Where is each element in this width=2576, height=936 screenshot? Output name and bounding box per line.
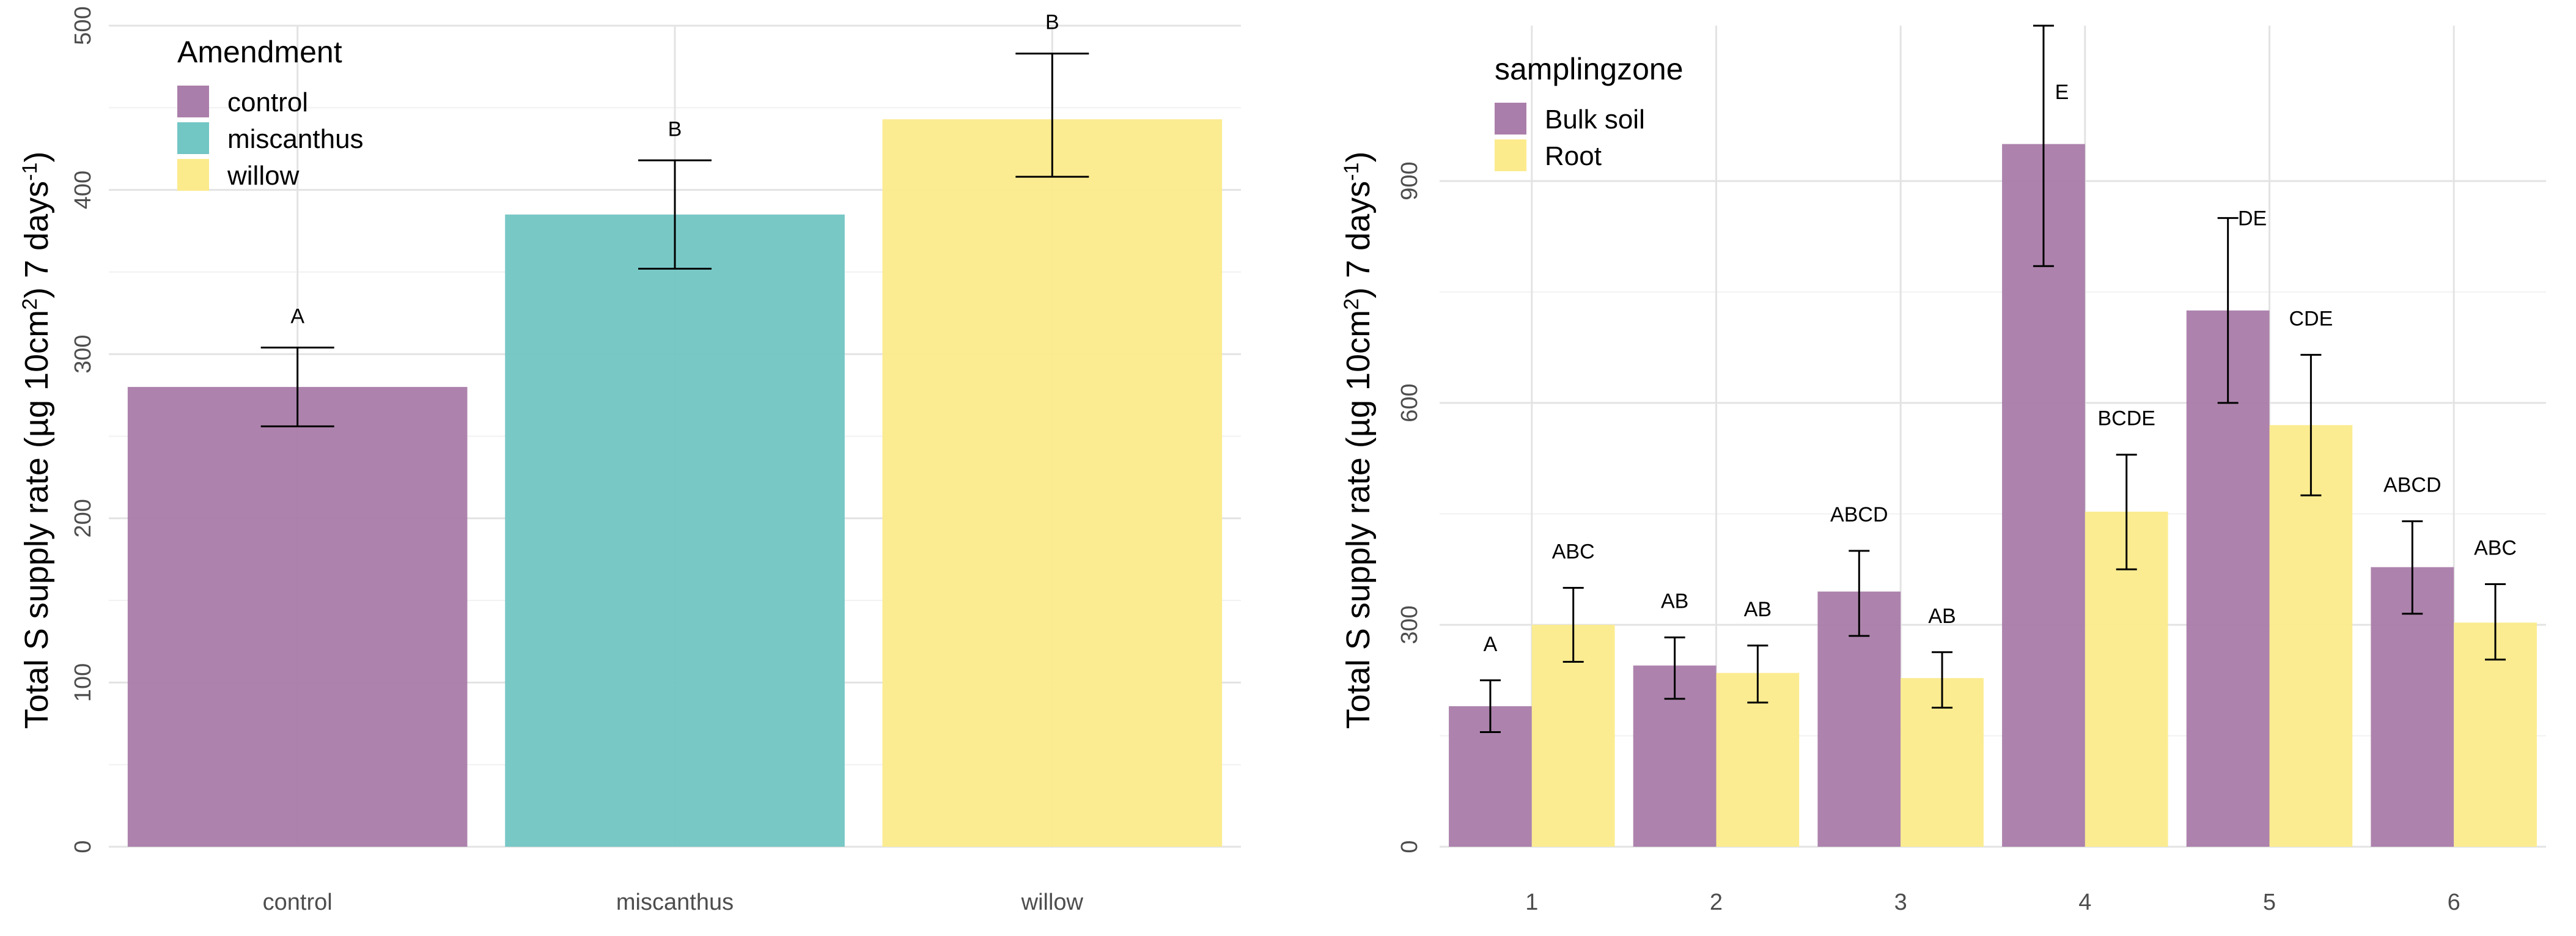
left-bars [127,119,1223,847]
left-significance-labels: A B B [290,11,1059,328]
y-tick-label: 300 [70,334,96,373]
significance-label-bulk-soil-2: AB [1661,590,1688,613]
x-tick-label: 3 [1894,890,1907,915]
y-tick-label: 300 [1397,605,1422,644]
y-tick-label: 0 [1397,840,1422,853]
right-y-tick-labels: 0 300 600 900 [1397,161,1422,853]
bar-willow [882,119,1223,847]
right-x-tick-labels: 1 2 3 4 5 6 [1525,890,2460,915]
left-legend-title: Amendment [177,35,342,69]
left-y-tick-labels: 0 100 200 300 400 500 [70,6,96,853]
legend-swatch-bulk-soil [1495,103,1526,135]
legend-label-root: Root [1545,141,1602,171]
legend-label-willow: willow [227,161,300,191]
significance-label-bulk-soil-1: A [1484,633,1498,656]
x-tick-label: miscanthus [616,890,734,915]
significance-label-root-4: BCDE [2097,407,2155,430]
y-tick-label: 900 [1397,161,1422,200]
left-chart-panel: A B B 0 100 200 300 400 500 control miscanthus wi… [18,6,1241,915]
left-x-tick-labels: control miscanthus willow [263,890,1084,915]
significance-label-bulk-soil-4: E [2055,81,2069,104]
significance-label-root-5: CDE [2289,307,2333,330]
left-legend: Amendment control miscanthus willow [177,35,364,191]
significance-label-bulk-soil-3: ABCD [1830,503,1888,526]
significance-label-root-6: ABC [2474,536,2517,559]
right-legend-title: samplingzone [1495,52,1684,86]
legend-swatch-willow [177,159,209,191]
x-tick-label: 4 [2078,890,2091,915]
legend-swatch-miscanthus [177,122,209,154]
significance-label-root-3: AB [1928,605,1956,628]
y-tick-label: 400 [70,171,96,209]
bar-miscanthus [505,214,845,847]
legend-label-bulk-soil: Bulk soil [1545,105,1645,135]
right-bars [1449,144,2537,847]
right-chart-panel: A ABC AB AB ABCD AB E BCDE DE CDE ABCD ABC 0 300 600 9… [1340,24,2546,915]
x-tick-label: control [263,890,333,915]
right-legend: samplingzone Bulk soil Root [1495,52,1684,171]
significance-label-bulk-soil-5: DE [2238,207,2267,230]
y-tick-label: 100 [70,663,96,702]
significance-label-root-2: AB [1744,598,1772,621]
right-significance-labels: A ABC AB AB ABCD AB E BCDE DE CDE ABCD ABC [1484,81,2517,656]
y-tick-label: 0 [70,840,96,853]
significance-label-willow: B [1045,11,1059,34]
y-tick-label: 600 [1397,383,1422,422]
bar-control [127,386,468,847]
x-tick-label: 5 [2263,890,2276,915]
legend-label-control: control [227,87,308,117]
left-y-axis-label: Total S supply rate (µg 10cm2) 7 days-1) [18,152,55,729]
right-error-bars [1479,24,2506,733]
left-error-bars [260,53,1089,427]
significance-label-control: A [290,304,304,328]
legend-swatch-control [177,86,209,117]
significance-label-bulk-soil-6: ABCD [2383,474,2441,497]
x-tick-label: 6 [2448,890,2460,915]
x-tick-label: willow [1021,890,1084,915]
significance-label-miscanthus: B [668,117,682,141]
y-tick-label: 500 [70,6,96,45]
legend-label-miscanthus: miscanthus [227,124,364,154]
significance-label-root-1: ABC [1552,540,1595,564]
y-tick-label: 200 [70,499,96,537]
legend-swatch-root [1495,139,1526,171]
x-tick-label: 2 [1710,890,1723,915]
right-y-axis-label: Total S supply rate (µg 10cm2) 7 days-1) [1340,152,1377,729]
x-tick-label: 1 [1525,890,1538,915]
